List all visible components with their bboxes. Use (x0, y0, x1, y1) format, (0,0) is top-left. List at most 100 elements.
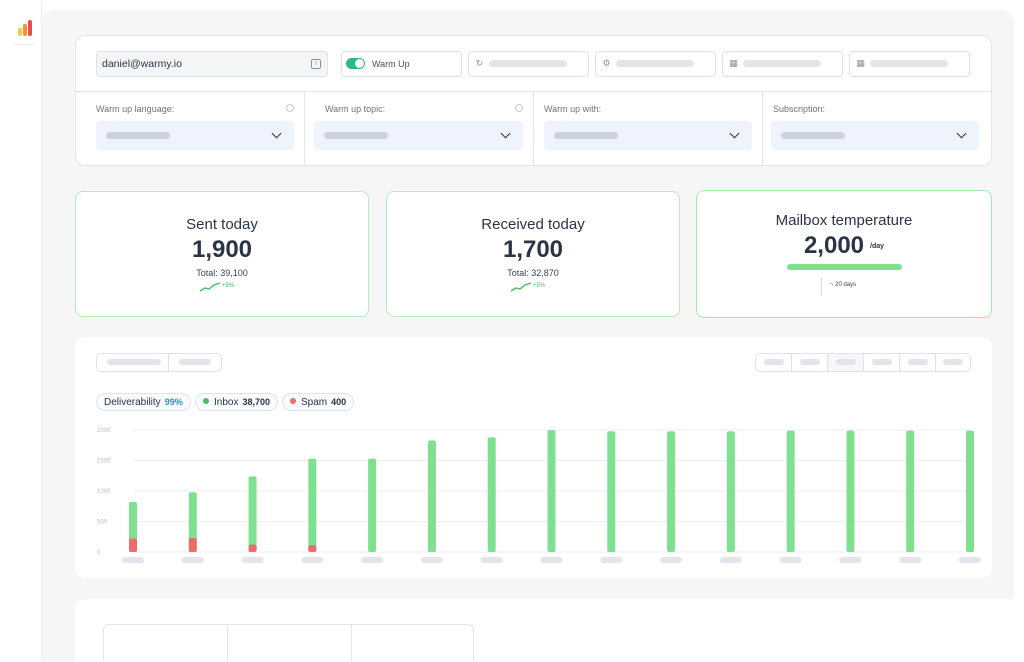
inbox-dot (203, 398, 209, 404)
mailbox-temperature-title: Mailbox temperature (775, 212, 913, 229)
calendar-icon: ▦ (856, 58, 865, 68)
y-tick-label: 1500 (97, 459, 111, 465)
sent-today-title: Sent today (186, 216, 258, 233)
toolbar-field-calendar-1[interactable]: ▦ (722, 51, 843, 77)
bottom-tab-3[interactable] (352, 625, 474, 662)
sent-trend: +5% (200, 282, 248, 294)
inbox-bar (308, 458, 317, 552)
chevron-down-icon (956, 128, 967, 139)
x-tick-placeholder (600, 557, 623, 563)
spam-legend[interactable]: Spam 400 (282, 393, 355, 411)
period-tab-6[interactable] (936, 354, 970, 371)
warmup-toggle[interactable] (346, 58, 365, 69)
deliverability-chart-panel: Deliverability 99% Inbox 38,700 Spam 400 0 5… (75, 337, 992, 578)
gear-icon: ⚙ (602, 58, 611, 68)
subscription-label: Subscription: (773, 104, 826, 114)
period-tab-2[interactable] (792, 354, 828, 371)
warmup-toggle-field[interactable]: Warm Up (341, 51, 462, 77)
bottom-tab-1[interactable] (104, 625, 228, 662)
warmup-with-select[interactable] (544, 121, 752, 150)
y-tick-label: 1000 (97, 489, 111, 495)
period-tab-3[interactable] (828, 354, 864, 371)
warmup-language-label: Warm up language: (96, 104, 175, 114)
mailbox-temperature-value: 2,000/day (697, 232, 991, 260)
mailbox-toolbar: daniel@warmy.io i Warm Up ↻ ⚙ ▦ ▦ (76, 36, 991, 92)
spam-dot (290, 398, 296, 404)
spam-bar (248, 544, 257, 552)
toolbar-field-settings[interactable]: ⚙ (595, 51, 716, 77)
inbox-bar (667, 431, 676, 552)
warmup-language-select[interactable] (96, 121, 294, 150)
x-tick-placeholder (241, 557, 264, 563)
x-tick-placeholder (540, 557, 563, 563)
received-trend-percent: +5% (533, 283, 546, 289)
trend-up-icon (200, 282, 220, 292)
inbox-bar (547, 430, 556, 552)
warmup-toggle-label: Warm Up (372, 59, 410, 69)
x-tick-placeholder (301, 557, 324, 563)
received-today-card: Received today 1,700 Total: 32,870 +5% (386, 191, 680, 317)
inbox-bar (607, 431, 616, 552)
inbox-bar (906, 430, 915, 552)
period-tab-5[interactable] (900, 354, 936, 371)
spam-value: 400 (331, 397, 347, 407)
toolbar-field-refresh[interactable]: ↻ (468, 51, 589, 77)
warmup-topic-label: Warm up topic: (325, 104, 386, 114)
email-text: daniel@warmy.io (102, 58, 182, 70)
deliverability-label: Deliverability (104, 397, 161, 408)
inbox-bar (188, 492, 197, 552)
temperature-number: 2,000 (803, 232, 865, 259)
inbox-label: Inbox (214, 397, 239, 408)
inbox-bar (786, 430, 795, 552)
deliverability-value: 99% (164, 397, 183, 407)
subscription-column: Subscription: (763, 92, 992, 167)
warmy-logo[interactable] (18, 18, 34, 36)
chevron-down-icon (729, 128, 740, 139)
bottom-panel (75, 599, 1014, 662)
bottom-tabs (103, 624, 474, 662)
sidebar-divider (14, 44, 34, 45)
warmup-options: Warm up language: Warm up topic: Warm up… (76, 92, 991, 167)
x-tick-placeholder (899, 557, 922, 563)
warmup-topic-select[interactable] (314, 121, 523, 150)
info-icon[interactable] (515, 104, 523, 112)
inbox-legend[interactable]: Inbox 38,700 (195, 393, 278, 411)
bottom-tab-2[interactable] (228, 625, 352, 662)
received-total: Total: 32,870 (507, 268, 559, 278)
spam-label: Spam (301, 397, 328, 408)
toolbar-field-calendar-2[interactable]: ▦ (849, 51, 970, 77)
main-content: daniel@warmy.io i Warm Up ↻ ⚙ ▦ ▦ Warm u… (42, 10, 1014, 662)
trend-up-icon (511, 282, 531, 292)
deliverability-badge: Deliverability 99% (96, 393, 191, 411)
inbox-bar (846, 430, 855, 552)
period-tab-1[interactable] (756, 354, 792, 371)
info-icon[interactable] (286, 104, 294, 112)
spam-bar (129, 538, 137, 552)
inbox-bar (368, 458, 377, 552)
sent-today-card: Sent today 1,900 Total: 39,100 +5% (75, 191, 369, 317)
temperature-progress-bar (787, 264, 902, 270)
spam-bar (308, 545, 317, 552)
received-today-title: Received today (481, 216, 585, 233)
chevron-down-icon (500, 128, 511, 139)
info-icon[interactable]: i (311, 59, 321, 69)
inbox-bar (726, 431, 735, 552)
warmup-with-column: Warm up with: (534, 92, 763, 167)
period-tab-4[interactable] (864, 354, 900, 371)
inbox-bar (248, 476, 257, 552)
sent-total: Total: 39,100 (196, 268, 248, 278)
warmup-language-column: Warm up language: (76, 92, 305, 167)
view-tab-2[interactable] (169, 354, 221, 371)
received-trend: +5% (511, 282, 559, 294)
chevron-down-icon (271, 128, 282, 139)
mailbox-temperature-card: Mailbox temperature 2,000/day ~ 20 days (696, 190, 992, 318)
x-tick-placeholder (122, 557, 144, 563)
received-today-value: 1,700 (502, 236, 564, 263)
warmup-topic-column: Warm up topic: (305, 92, 534, 167)
deliverability-bar-chart: 0 500 1000 1500 2000 (97, 428, 981, 563)
view-tab-1[interactable] (97, 354, 169, 371)
x-tick-placeholder (420, 557, 443, 563)
subscription-select[interactable] (771, 121, 979, 150)
email-field[interactable]: daniel@warmy.io i (96, 51, 328, 77)
calendar-icon: ▦ (729, 58, 738, 68)
